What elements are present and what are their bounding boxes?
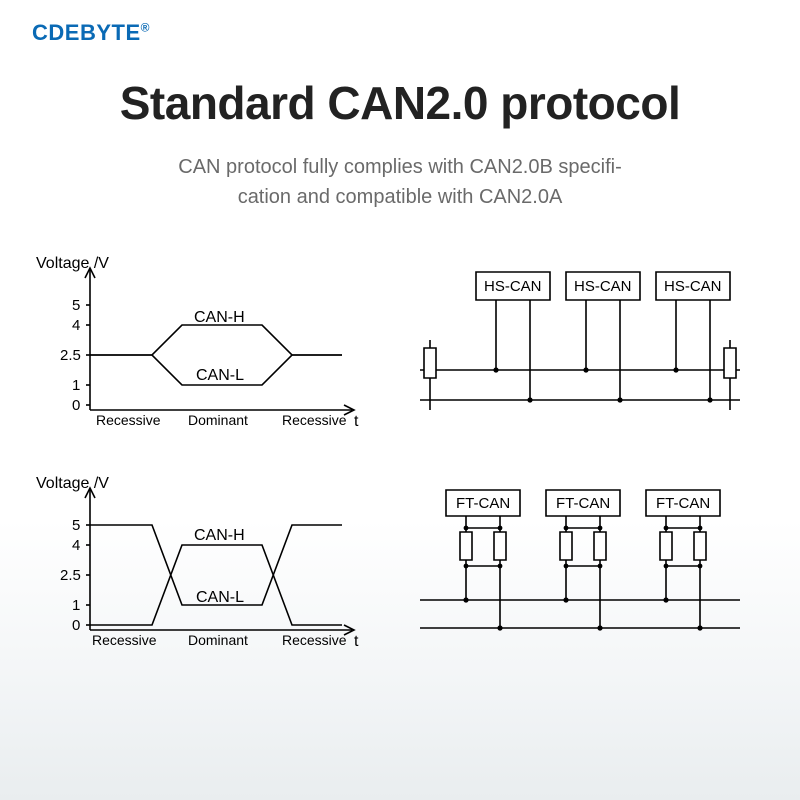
brand-reg: ® <box>141 21 150 35</box>
ft-can-row: Voltage /V 0 1 2.5 4 5 CAN-H CAN-L Reces… <box>32 470 768 650</box>
can-l-label: CAN-L <box>196 367 244 384</box>
svg-text:0: 0 <box>72 397 80 414</box>
svg-text:Dominant: Dominant <box>188 632 248 648</box>
svg-text:1: 1 <box>72 377 80 394</box>
svg-text:t: t <box>354 633 359 650</box>
svg-text:Recessive: Recessive <box>92 632 157 648</box>
hs-can-voltage-chart: Voltage /V 0 1 2.5 4 5 CAN-H CAN-L Reces… <box>32 250 372 430</box>
ft-can-bus-diagram: FT-CAN FT-CAN FT-CAN <box>400 470 760 650</box>
y-axis-label: Voltage /V <box>36 255 109 272</box>
hs-can-row: Voltage /V 0 1 2.5 4 5 CAN-H CAN-L Reces… <box>32 250 768 430</box>
svg-text:Dominant: Dominant <box>188 412 248 428</box>
brand-logo: CDEBYTE® <box>32 20 768 46</box>
svg-text:0: 0 <box>72 617 80 634</box>
can-h-label: CAN-H <box>194 309 245 326</box>
svg-text:HS-CAN: HS-CAN <box>664 278 722 295</box>
svg-text:CAN-L: CAN-L <box>196 589 244 606</box>
svg-text:Voltage /V: Voltage /V <box>36 475 109 492</box>
page-subtitle: CAN protocol fully complies with CAN2.0B… <box>32 152 768 212</box>
svg-text:1: 1 <box>72 597 80 614</box>
svg-text:HS-CAN: HS-CAN <box>484 278 542 295</box>
svg-text:Recessive: Recessive <box>282 632 347 648</box>
svg-text:Recessive: Recessive <box>96 412 161 428</box>
svg-text:Recessive: Recessive <box>282 412 347 428</box>
svg-text:FT-CAN: FT-CAN <box>456 495 510 512</box>
svg-text:5: 5 <box>72 297 80 314</box>
svg-text:HS-CAN: HS-CAN <box>574 278 632 295</box>
svg-text:4: 4 <box>72 537 80 554</box>
svg-text:CAN-H: CAN-H <box>194 527 245 544</box>
svg-text:t: t <box>354 413 359 430</box>
ft-can-voltage-chart: Voltage /V 0 1 2.5 4 5 CAN-H CAN-L Reces… <box>32 470 372 650</box>
page-title: Standard CAN2.0 protocol <box>32 76 768 130</box>
svg-text:FT-CAN: FT-CAN <box>556 495 610 512</box>
brand-text: CDEBYTE <box>32 20 141 45</box>
svg-text:FT-CAN: FT-CAN <box>656 495 710 512</box>
svg-text:5: 5 <box>72 517 80 534</box>
hs-can-bus-diagram: HS-CAN HS-CAN HS-CAN <box>400 250 760 430</box>
svg-text:2.5: 2.5 <box>60 567 81 584</box>
svg-text:2.5: 2.5 <box>60 347 81 364</box>
svg-text:4: 4 <box>72 317 80 334</box>
